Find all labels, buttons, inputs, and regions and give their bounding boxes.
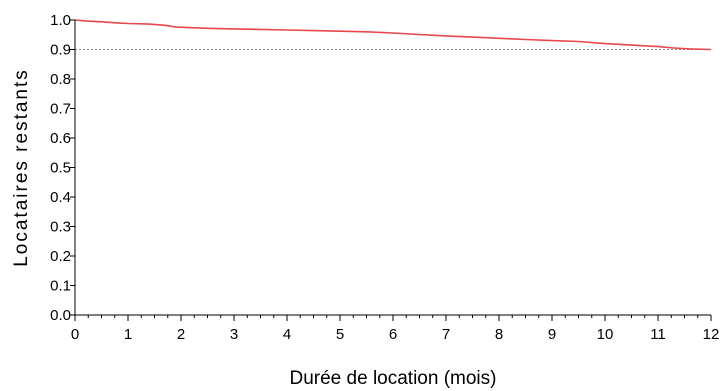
y-tick-label: 0.0 <box>50 307 71 324</box>
y-tick-label: 0.7 <box>50 101 71 118</box>
x-tick-label: 11 <box>650 326 666 343</box>
x-tick-label: 6 <box>389 326 397 343</box>
x-axis-title: Durée de location (mois) <box>290 368 497 389</box>
y-tick-label: 0.5 <box>50 160 71 177</box>
x-tick-label: 7 <box>442 326 450 343</box>
y-tick-label: 0.8 <box>50 71 71 88</box>
x-tick-label: 12 <box>703 326 720 343</box>
y-axis-title: Locataires restants <box>11 68 32 267</box>
x-tick-label: 8 <box>495 326 503 343</box>
x-tick-label: 3 <box>230 326 238 343</box>
x-axis-ticks: 0 1 2 3 4 5 6 7 8 9 10 11 12 <box>71 315 720 343</box>
y-tick-label: 0.1 <box>50 278 71 295</box>
y-tick-label: 0.9 <box>50 42 71 59</box>
y-tick-label: 0.4 <box>50 189 71 206</box>
x-tick-label: 4 <box>283 326 291 343</box>
series-line <box>74 19 712 51</box>
x-tick-label: 1 <box>124 326 132 343</box>
y-tick-label: 0.3 <box>50 219 71 236</box>
x-tick-label: 0 <box>71 326 79 343</box>
x-tick-label: 2 <box>177 326 185 343</box>
y-tick-label: 0.2 <box>50 248 71 265</box>
y-tick-label: 0.6 <box>50 130 71 147</box>
x-tick-label: 10 <box>597 326 614 343</box>
y-axis-ticks: 0.0 0.1 0.2 0.3 0.4 0.5 0.6 0.7 0.8 0.9 1.0 <box>50 12 75 324</box>
y-tick-label: 1.0 <box>50 12 71 29</box>
x-tick-label: 5 <box>336 326 344 343</box>
x-tick-label: 9 <box>548 326 556 343</box>
